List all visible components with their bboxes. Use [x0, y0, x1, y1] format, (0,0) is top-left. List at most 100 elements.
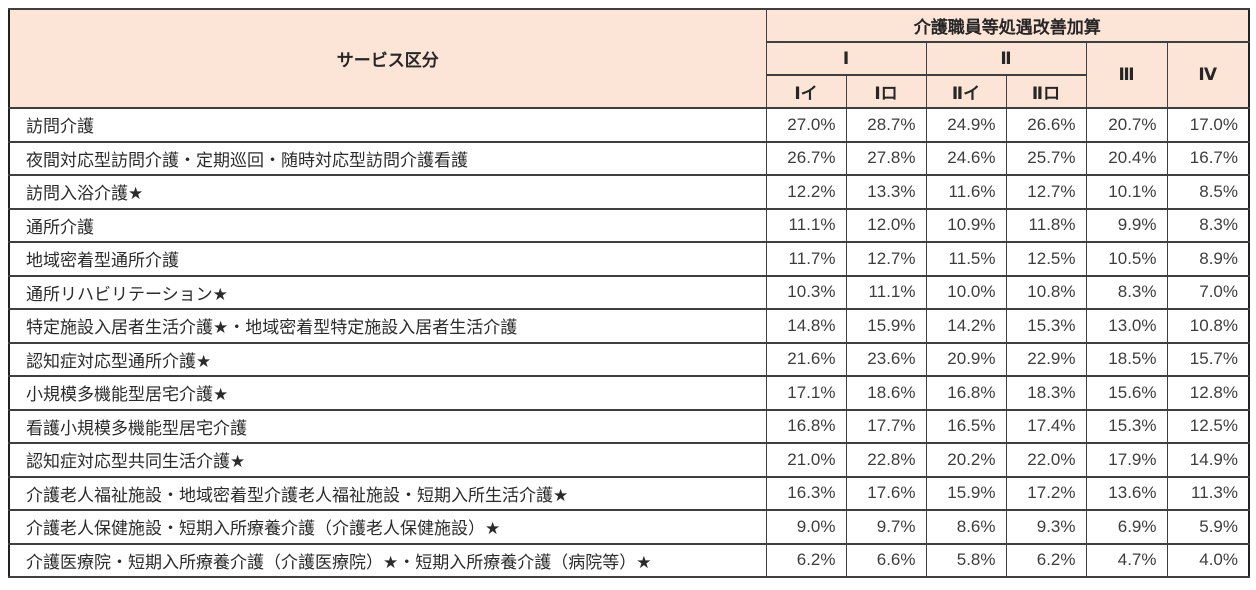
table-row: 介護老人福祉施設・地域密着型介護老人福祉施設・短期入所生活介護★ 16.3% 1…: [8, 475, 1250, 511]
sub-header-1-ro: Ⅰロ: [845, 74, 927, 109]
service-name: 地域密着型通所介護: [8, 241, 767, 277]
rate-cell: 8.6%: [925, 509, 1007, 545]
rate-cell: 9.0%: [765, 509, 847, 545]
rate-cell: 20.9%: [925, 341, 1007, 377]
service-name: 通所介護: [8, 207, 767, 243]
rate-cell: 24.9%: [925, 107, 1007, 143]
rate-cell: 22.9%: [1005, 341, 1087, 377]
rate-cell: 10.0%: [925, 274, 1007, 310]
rate-cell: 8.9%: [1166, 241, 1250, 277]
rate-cell: 10.1%: [1085, 174, 1168, 210]
rate-cell: 9.3%: [1005, 509, 1087, 545]
rate-cell: 12.7%: [1005, 174, 1087, 210]
rate-cell: 17.6%: [845, 475, 927, 511]
rate-cell: 15.9%: [925, 475, 1007, 511]
rate-cell: 22.8%: [845, 442, 927, 478]
rate-cell: 18.6%: [845, 375, 927, 411]
rate-cell: 20.4%: [1085, 140, 1168, 176]
rate-cell: 17.0%: [1166, 107, 1250, 143]
rate-cell: 11.6%: [925, 174, 1007, 210]
rate-cell: 23.6%: [845, 341, 927, 377]
service-name: 訪問介護: [8, 107, 767, 143]
rate-cell: 21.6%: [765, 341, 847, 377]
header-row-group: サービス区分 介護職員等処遇改善加算: [8, 8, 1250, 109]
rate-cell: 8.5%: [1166, 174, 1250, 210]
service-name: 看護小規模多機能型居宅介護: [8, 408, 767, 444]
table-header: サービス区分 介護職員等処遇改善加算 Ⅰ Ⅱ Ⅲ Ⅳ Ⅰイ Ⅰロ Ⅱイ Ⅱロ: [8, 8, 1250, 109]
rate-cell: 17.2%: [1005, 475, 1087, 511]
table-row: 看護小規模多機能型居宅介護 16.8% 17.7% 16.5% 17.4% 15…: [8, 408, 1250, 444]
service-name: 介護老人福祉施設・地域密着型介護老人福祉施設・短期入所生活介護★: [8, 475, 767, 511]
rate-cell: 17.7%: [845, 408, 927, 444]
rate-cell: 28.7%: [845, 107, 927, 143]
rate-cell: 6.2%: [1005, 542, 1087, 578]
rate-cell: 26.6%: [1005, 107, 1087, 143]
header-row-subtiers: Ⅰイ Ⅰロ Ⅱイ Ⅱロ: [9, 74, 1249, 109]
tier-header-4: Ⅳ: [1166, 41, 1250, 109]
table-row: 認知症対応型共同生活介護★ 21.0% 22.8% 20.2% 22.0% 17…: [8, 442, 1250, 478]
treatment-improvement-rate-table: サービス区分 介護職員等処遇改善加算 Ⅰ Ⅱ Ⅲ Ⅳ Ⅰイ Ⅰロ Ⅱイ Ⅱロ 訪…: [8, 8, 1250, 578]
rate-cell: 13.3%: [845, 174, 927, 210]
rate-cell: 12.5%: [1005, 241, 1087, 277]
rate-cell: 8.3%: [1085, 274, 1168, 310]
rate-cell: 8.3%: [1166, 207, 1250, 243]
table-row: 通所リハビリテーション★ 10.3% 11.1% 10.0% 10.8% 8.3…: [8, 274, 1250, 310]
table-row: 介護老人保健施設・短期入所療養介護（介護老人保健施設）★ 9.0% 9.7% 8…: [8, 509, 1250, 545]
rate-cell: 24.6%: [925, 140, 1007, 176]
service-name: 特定施設入居者生活介護★・地域密着型特定施設入居者生活介護: [8, 308, 767, 344]
rate-cell: 9.7%: [845, 509, 927, 545]
rate-cell: 20.7%: [1085, 107, 1168, 143]
tier-header-2: Ⅱ: [925, 41, 1087, 76]
table-row: 介護医療院・短期入所療養介護（介護医療院）★・短期入所療養介護（病院等）★ 6.…: [8, 542, 1250, 578]
rate-cell: 5.8%: [925, 542, 1007, 578]
rate-cell: 15.7%: [1166, 341, 1250, 377]
service-name: 介護医療院・短期入所療養介護（介護医療院）★・短期入所療養介護（病院等）★: [8, 542, 767, 578]
rate-cell: 12.8%: [1166, 375, 1250, 411]
rate-cell: 6.2%: [765, 542, 847, 578]
rate-cell: 7.0%: [1166, 274, 1250, 310]
rate-cell: 27.8%: [845, 140, 927, 176]
sub-header-2-ro: Ⅱロ: [1005, 74, 1087, 109]
rate-cell: 12.7%: [845, 241, 927, 277]
table-row: 夜間対応型訪問介護・定期巡回・随時対応型訪問介護看護 26.7% 27.8% 2…: [8, 140, 1250, 176]
table-row: 通所介護 11.1% 12.0% 10.9% 11.8% 9.9% 8.3%: [8, 207, 1250, 243]
rate-cell: 18.5%: [1085, 341, 1168, 377]
table-row: 認知症対応型通所介護★ 21.6% 23.6% 20.9% 22.9% 18.5…: [8, 341, 1250, 377]
table-row: 訪問介護 27.0% 28.7% 24.9% 26.6% 20.7% 17.0%: [8, 107, 1250, 143]
service-name: 介護老人保健施設・短期入所療養介護（介護老人保健施設）★: [8, 509, 767, 545]
rate-cell: 15.6%: [1085, 375, 1168, 411]
rate-cell: 13.6%: [1085, 475, 1168, 511]
rate-cell: 11.1%: [765, 207, 847, 243]
service-name: 訪問入浴介護★: [8, 174, 767, 210]
rate-cell: 25.7%: [1005, 140, 1087, 176]
rate-cell: 17.4%: [1005, 408, 1087, 444]
rate-cell: 11.7%: [765, 241, 847, 277]
rate-cell: 16.5%: [925, 408, 1007, 444]
rate-cell: 20.2%: [925, 442, 1007, 478]
rate-cell: 16.3%: [765, 475, 847, 511]
rate-cell: 4.7%: [1085, 542, 1168, 578]
service-column-header: サービス区分: [8, 8, 767, 109]
rate-cell: 14.9%: [1166, 442, 1250, 478]
rate-cell: 15.9%: [845, 308, 927, 344]
rate-cell: 14.8%: [765, 308, 847, 344]
table-row: 訪問入浴介護★ 12.2% 13.3% 11.6% 12.7% 10.1% 8.…: [8, 174, 1250, 210]
rate-cell: 11.5%: [925, 241, 1007, 277]
rate-cell: 4.0%: [1166, 542, 1250, 578]
rate-cell: 12.0%: [845, 207, 927, 243]
sub-header-2-i: Ⅱイ: [925, 74, 1007, 109]
tier-header-1: Ⅰ: [765, 41, 927, 76]
rate-cell: 10.5%: [1085, 241, 1168, 277]
service-name: 小規模多機能型居宅介護★: [8, 375, 767, 411]
tier-header-3: Ⅲ: [1085, 41, 1168, 109]
rate-cell: 18.3%: [1005, 375, 1087, 411]
table-body: 訪問介護 27.0% 28.7% 24.9% 26.6% 20.7% 17.0%…: [8, 107, 1250, 578]
rate-cell: 15.3%: [1085, 408, 1168, 444]
rate-cell: 6.9%: [1085, 509, 1168, 545]
sub-header-1-i: Ⅰイ: [765, 74, 847, 109]
rate-cell: 15.3%: [1005, 308, 1087, 344]
rate-cell: 9.9%: [1085, 207, 1168, 243]
rate-cell: 12.2%: [765, 174, 847, 210]
rate-cell: 17.1%: [765, 375, 847, 411]
